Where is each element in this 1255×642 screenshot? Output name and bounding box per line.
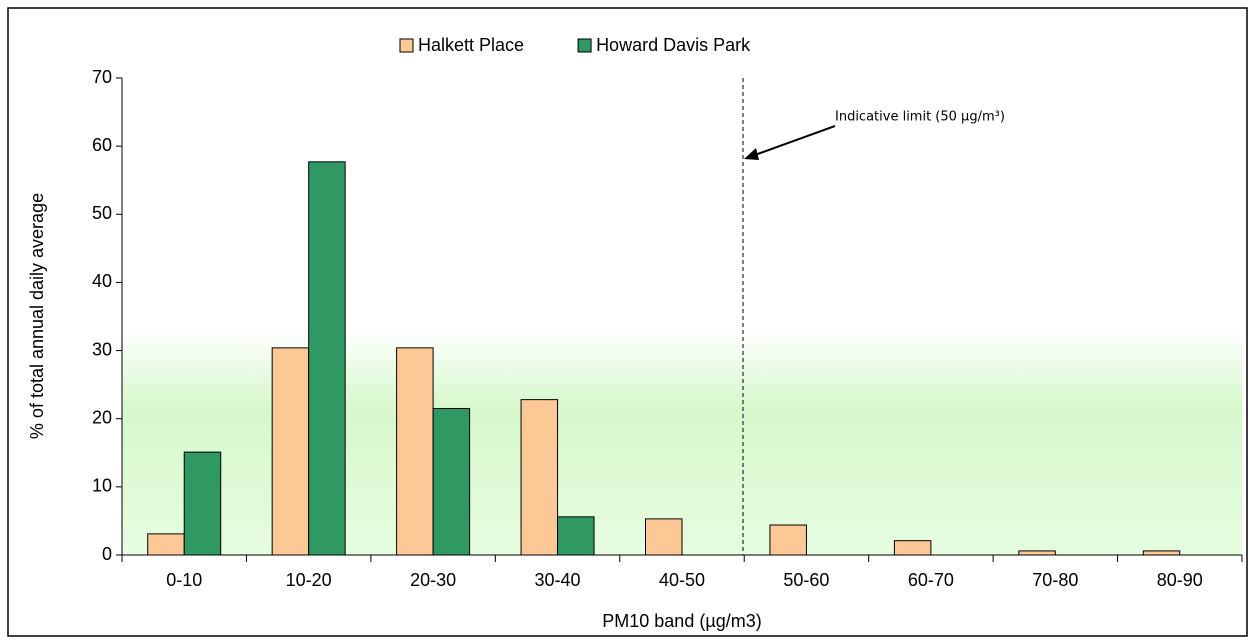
legend-swatch: [399, 38, 414, 53]
annotation-arrow: [751, 125, 836, 157]
x-tick-label: 70-80: [1032, 570, 1078, 590]
y-tick-label: 50: [92, 203, 112, 223]
y-tick-label: 20: [92, 407, 112, 427]
x-tick-label: 0-10: [166, 570, 202, 590]
bar: [396, 347, 434, 556]
bar: [1018, 550, 1056, 556]
x-tick-label: 50-60: [783, 570, 829, 590]
x-tick-label: 80-90: [1157, 570, 1203, 590]
bar: [183, 451, 222, 556]
legend-label: Halkett Place: [418, 35, 524, 55]
bar: [769, 524, 807, 556]
bar: [308, 161, 346, 556]
x-tick-label: 40-50: [659, 570, 705, 590]
y-tick-label: 40: [92, 271, 112, 291]
x-axis-title: PM10 band (µg/m3): [602, 611, 761, 631]
bar: [147, 533, 185, 556]
legend-label: Howard Davis Park: [596, 35, 751, 55]
arrow-head: [744, 148, 759, 160]
x-tick-label: 20-30: [410, 570, 456, 590]
y-tick-label: 0: [102, 544, 112, 564]
annotation: Indicative limit (50 µg/m³): [835, 110, 1005, 125]
y-tick-label: 70: [92, 67, 112, 87]
bar: [432, 407, 471, 556]
y-tick-label: 10: [92, 476, 112, 496]
bar: [271, 347, 310, 556]
chart-border: [7, 7, 1248, 637]
y-axis-title: % of total annual daily average: [27, 193, 47, 439]
legend-swatch: [577, 38, 592, 53]
y-tick-label: 60: [92, 135, 112, 155]
bar: [520, 399, 559, 556]
y-tick-label: 30: [92, 339, 112, 359]
bar: [645, 518, 683, 556]
bar: [557, 516, 595, 556]
bar: [893, 540, 932, 556]
x-tick-label: 10-20: [286, 570, 332, 590]
bar: [1142, 550, 1181, 556]
x-tick-label: 30-40: [535, 570, 581, 590]
x-tick-label: 60-70: [908, 570, 954, 590]
